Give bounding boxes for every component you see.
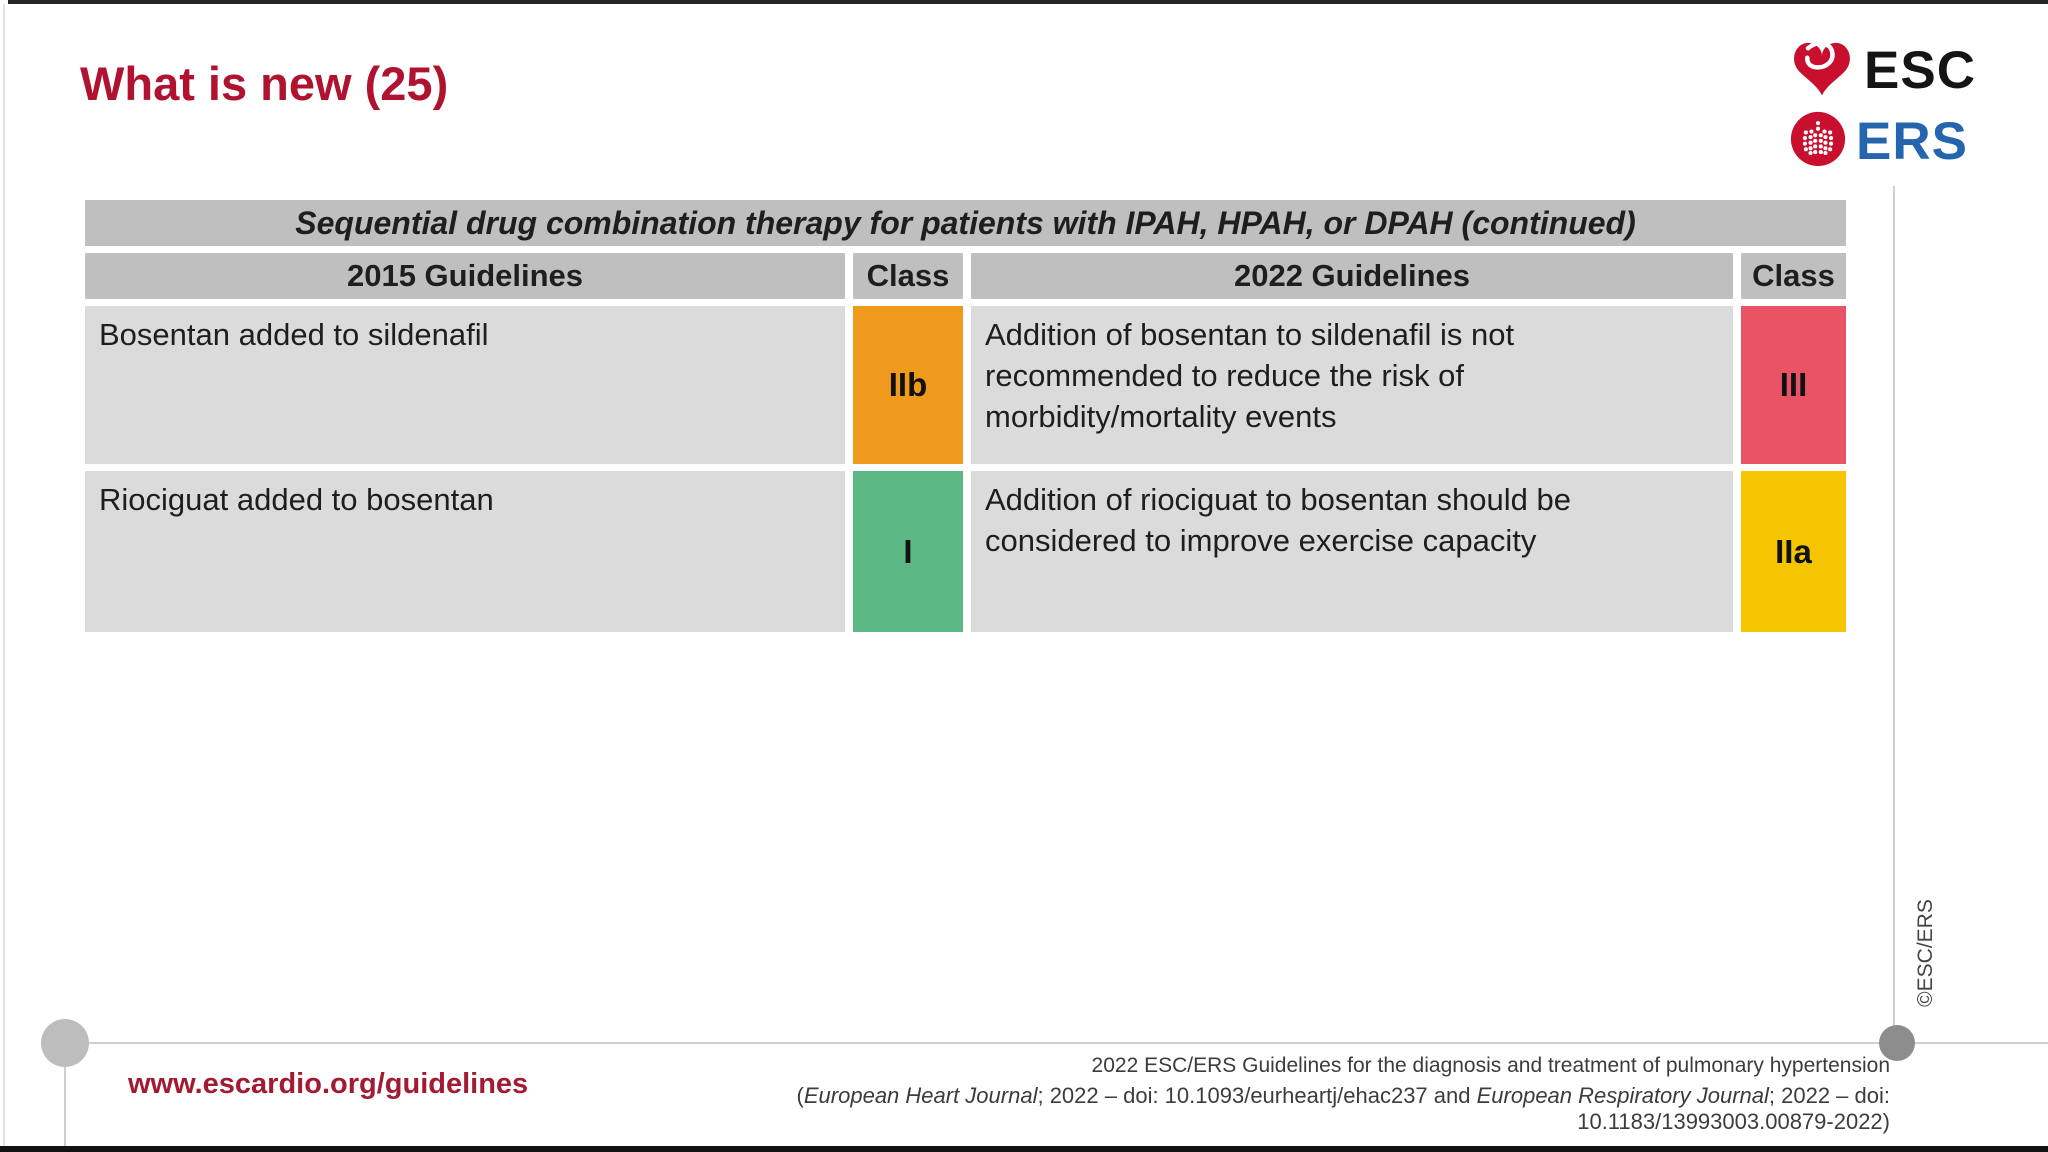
cell-2015-guideline: Riociguat added to bosentan — [85, 471, 845, 632]
esc-logo-row: ESC — [1790, 38, 2010, 103]
citation-part: ( — [796, 1083, 804, 1108]
left-edge-line — [3, 4, 5, 1152]
header-class-2022: Class — [1741, 253, 1846, 299]
copyright-vertical-label: ©ESC/ERS — [1914, 899, 1937, 1007]
esc-logo-text: ESC — [1864, 41, 1976, 100]
page-title: What is new (25) — [80, 57, 449, 110]
top-border-line — [8, 0, 2048, 4]
guidelines-website-link[interactable]: www.escardio.org/guidelines — [128, 1068, 529, 1100]
citation-part: ; 2022 – doi: 10.1093/eurheartj/ehac237 … — [1037, 1083, 1477, 1108]
citation-line2: (European Heart Journal; 2022 – doi: 10.… — [550, 1083, 1890, 1135]
table-title: Sequential drug combination therapy for … — [85, 200, 1846, 246]
ers-lungs-icon — [1790, 111, 1846, 172]
citation-part: ; 2022 – doi: 10.1183/13993003.00879-202… — [1577, 1083, 1890, 1134]
cell-2015-class-badge: I — [853, 471, 963, 632]
journal-name-erj: European Respiratory Journal — [1476, 1083, 1769, 1108]
ers-logo-row: ERS — [1790, 111, 2010, 172]
header-2015-guidelines: 2015 Guidelines — [85, 253, 845, 299]
logo-block: ESC — [1790, 38, 2010, 180]
header-class-2015: Class — [853, 253, 963, 299]
esc-heart-icon — [1790, 38, 1854, 103]
cell-2022-guideline: Addition of riociguat to bosentan should… — [971, 471, 1733, 632]
bottom-border-line — [0, 1146, 2048, 1152]
cell-2015-class-badge: IIb — [853, 306, 963, 464]
guidelines-comparison-table: Sequential drug combination therapy for … — [85, 200, 1846, 632]
left-guide-circle — [41, 1019, 89, 1067]
right-guide-circle — [1879, 1025, 1915, 1061]
cell-2022-guideline: Addition of bosentan to sildenafil is no… — [971, 306, 1733, 464]
journal-name-ehj: European Heart Journal — [803, 1083, 1038, 1108]
ers-logo-text: ERS — [1856, 112, 1968, 171]
citation-block: 2022 ESC/ERS Guidelines for the diagnosi… — [550, 1054, 1890, 1135]
cell-2015-guideline: Bosentan added to sildenafil — [85, 306, 845, 464]
right-guide-line — [1893, 186, 1895, 1042]
citation-line1: 2022 ESC/ERS Guidelines for the diagnosi… — [1091, 1054, 1890, 1077]
bottom-left-guide-line — [64, 1043, 66, 1152]
header-2022-guidelines: 2022 Guidelines — [971, 253, 1733, 299]
bottom-guide-line — [65, 1042, 2048, 1044]
cell-2022-class-badge: III — [1741, 306, 1846, 464]
cell-2022-class-badge: IIa — [1741, 471, 1846, 632]
